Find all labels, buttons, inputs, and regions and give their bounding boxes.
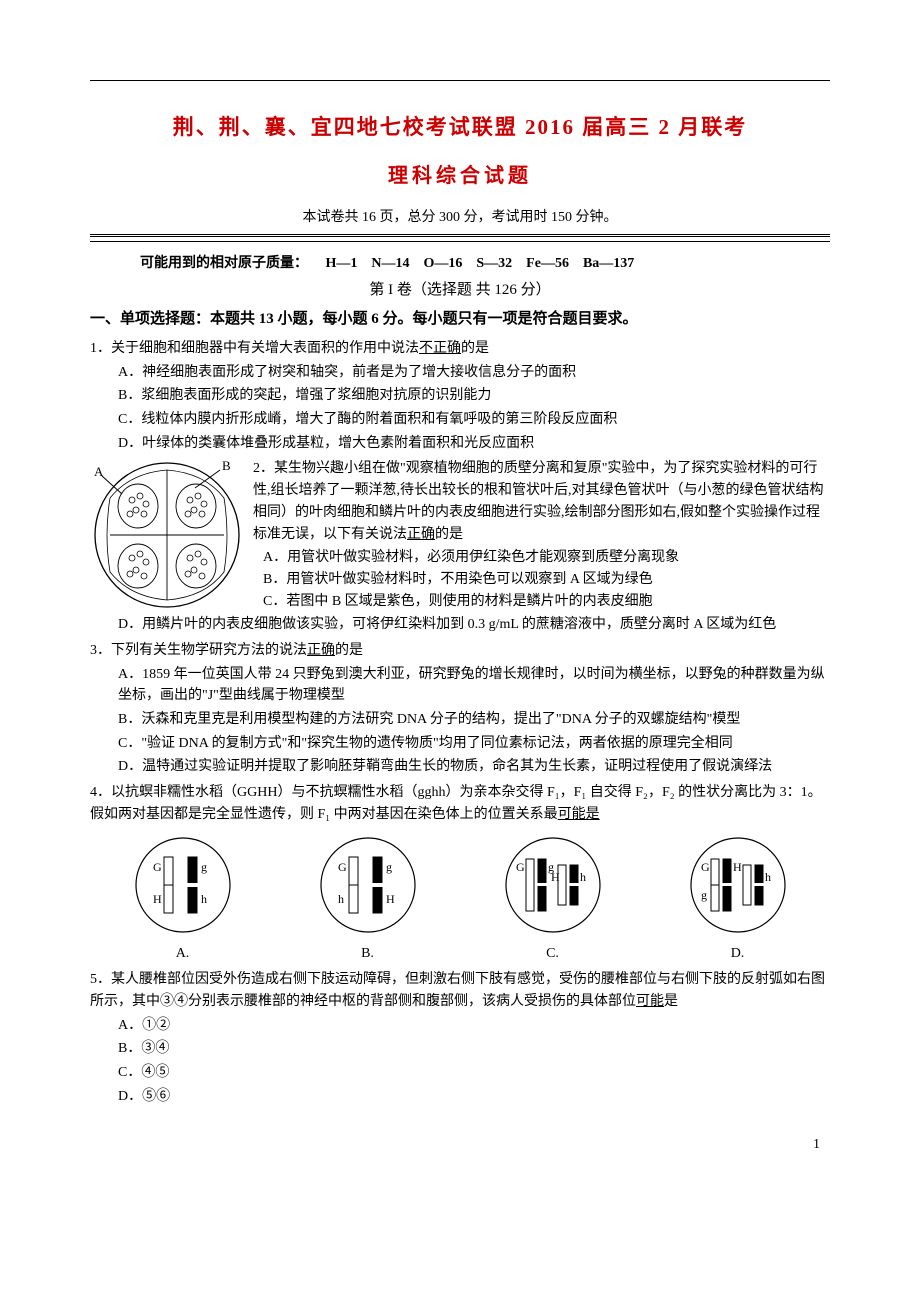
q4-stem: 4．以抗螟非糯性水稻（GGHH）与不抗螟糯性水稻（gghh）为亲本杂交得 F₁，… (90, 782, 830, 825)
question-1: 1．关于细胞和细胞器中有关增大表面积的作用中说法不正确的是 A．神经细胞表面形成… (90, 338, 830, 454)
q4-label-a: A. (128, 943, 238, 965)
double-rule (90, 234, 830, 242)
q3-opt-c: C．"验证 DNA 的复制方式"和"探究生物的遗传物质"均用了同位素标记法，两者… (118, 733, 830, 755)
q4-label-c: C. (498, 943, 608, 965)
q1-opt-b: B．浆细胞表面形成的突起，增强了浆细胞对抗原的识别能力 (118, 385, 830, 407)
question-5: 5．某人腰椎部位因受外伤造成右侧下肢运动障碍，但刺激右侧下肢有感觉，受伤的腰椎部… (90, 969, 830, 1107)
q2-figure: A B (90, 458, 245, 608)
q2-opt-b: B．用管状叶做实验材料时，不用染色可以观察到 A 区域为绿色 (263, 569, 830, 591)
q2-num: 2． (253, 461, 274, 476)
svg-text:g: g (201, 860, 207, 874)
q4-choice-a: G H g h A. (128, 837, 238, 965)
q4-choice-b: G h g H B. (313, 837, 423, 965)
svg-text:h: h (580, 870, 586, 884)
q3-opt-d: D．温特通过实验证明并提取了影响胚芽鞘弯曲生长的物质，命名其为生长素，证明过程使… (118, 756, 830, 778)
q2-stem-p1: 某生物兴趣小组在做"观察植物细胞的质壁分离和复原"实验中，为了探究实验材料的可行… (253, 461, 824, 541)
svg-text:G: G (516, 860, 525, 874)
q1-num: 1． (90, 341, 111, 356)
exam-subtitle: 理科综合试题 (90, 159, 830, 188)
q3-opt-a: A．1859 年一位英国人带 24 只野兔到澳大利亚，研究野兔的增长规律时，以时… (118, 664, 830, 707)
q1-underline: 不正确 (419, 341, 461, 356)
q3-opt-b: B．沃森和克里克是利用模型构建的方法研究 DNA 分子的结构，提出了"DNA 分… (118, 709, 830, 731)
q1-opt-a: A．神经细胞表面形成了树突和轴突，前者是为了增大接收信息分子的面积 (118, 362, 830, 384)
q5-stem-pre: 某人腰椎部位因受外伤造成右侧下肢运动障碍，但刺激右侧下肢有感觉，受伤的腰椎部位与… (90, 972, 825, 1009)
q4-stem-pre: 以抗螟非糯性水稻（GGHH）与不抗螟糯性水稻（gghh）为亲本杂交得 F₁，F₁… (90, 785, 822, 822)
q5-opt-c: C．④⑤ (118, 1062, 830, 1084)
svg-text:h: h (338, 892, 344, 906)
q2-opt-d: D．用鳞片叶的内表皮细胞做该实验，可将伊红染料加到 0.3 g/mL 的蔗糖溶液… (118, 614, 830, 636)
svg-text:G: G (338, 860, 347, 874)
q1-opt-d: D．叶绿体的类囊体堆叠形成基粒，增大色素附着面积和光反应面积 (118, 433, 830, 455)
svg-text:H: H (153, 892, 162, 906)
instructions: 一、单项选择题：本题共 13 小题，每小题 6 分。每小题只有一项是符合题目要求… (90, 307, 830, 328)
q4-label-d: D. (683, 943, 793, 965)
section-header: 第 I 卷（选择题 共 126 分） (90, 278, 830, 299)
svg-text:h: h (765, 870, 771, 884)
q4-choices: G H g h A. G h g H (90, 837, 830, 965)
q4-choice-d: G g H h D. (683, 837, 793, 965)
q5-num: 5． (90, 972, 111, 987)
q3-num: 3． (90, 643, 111, 658)
q3-stem-pre: 下列有关生物学研究方法的说法 (111, 643, 307, 658)
svg-text:G: G (701, 860, 710, 874)
q1-stem-post: 的是 (461, 341, 489, 356)
q3-stem-post: 的是 (335, 643, 363, 658)
q5-opt-a: A．①② (118, 1015, 830, 1037)
q4-underline: 可能是 (558, 807, 600, 822)
q2-underline: 正确 (407, 527, 435, 542)
svg-text:H: H (733, 860, 742, 874)
svg-text:h: h (201, 892, 207, 906)
exam-meta: 本试卷共 16 页，总分 300 分，考试用时 150 分钟。 (90, 206, 830, 226)
q4-num: 4． (90, 785, 111, 800)
q5-stem-post: 是 (664, 994, 678, 1009)
atomic-masses: 可能用到的相对原子质量： H—1 N—14 O—16 S—32 Fe—56 Ba… (140, 252, 830, 272)
q3-underline: 正确 (307, 643, 335, 658)
svg-text:H: H (551, 870, 560, 884)
q1-stem: 1．关于细胞和细胞器中有关增大表面积的作用中说法不正确的是 (90, 338, 830, 360)
svg-text:G: G (153, 860, 162, 874)
q2-label-a: A (94, 464, 104, 479)
svg-text:H: H (386, 892, 395, 906)
exam-title: 荆、荆、襄、宜四地七校考试联盟 2016 届高三 2 月联考 (90, 111, 830, 141)
q3-stem: 3．下列有关生物学研究方法的说法正确的是 (90, 640, 830, 662)
q1-opt-c: C．线粒体内膜内折形成嵴，增大了酶的附着面积和有氧呼吸的第三阶段反应面积 (118, 409, 830, 431)
svg-text:g: g (386, 860, 392, 874)
atomic-items: H—1 N—14 O—16 S—32 Fe—56 Ba—137 (326, 256, 635, 271)
q5-opt-d: D．⑤⑥ (118, 1086, 830, 1108)
question-2: A B 2．某生物兴趣小组在做"观察植物细胞的质壁分离和复原"实验中，为了探究实… (90, 458, 830, 636)
q4-choice-c: G g H h C. (498, 837, 608, 965)
svg-text:g: g (701, 888, 707, 902)
top-rule (90, 80, 830, 81)
q4-label-b: B. (313, 943, 423, 965)
question-3: 3．下列有关生物学研究方法的说法正确的是 A．1859 年一位英国人带 24 只… (90, 640, 830, 778)
q2-stem-post: 的是 (435, 527, 463, 542)
q5-stem: 5．某人腰椎部位因受外伤造成右侧下肢运动障碍，但刺激右侧下肢有感觉，受伤的腰椎部… (90, 969, 830, 1012)
q1-stem-pre: 关于细胞和细胞器中有关增大表面积的作用中说法 (111, 341, 419, 356)
question-4: 4．以抗螟非糯性水稻（GGHH）与不抗螟糯性水稻（gghh）为亲本杂交得 F₁，… (90, 782, 830, 965)
atomic-label: 可能用到的相对原子质量： (140, 256, 308, 271)
q2-stem: 2．某生物兴趣小组在做"观察植物细胞的质壁分离和复原"实验中，为了探究实验材料的… (253, 458, 830, 545)
q2-opt-a: A．用管状叶做实验材料，必须用伊红染色才能观察到质壁分离现象 (263, 547, 830, 569)
q2-opt-c: C．若图中 B 区域是紫色，则使用的材料是鳞片叶的内表皮细胞 (263, 591, 830, 613)
q5-opt-b: B．③④ (118, 1038, 830, 1060)
q5-underline: 可能 (636, 994, 664, 1009)
q2-label-b: B (222, 458, 231, 473)
page-number: 1 (90, 1137, 830, 1153)
